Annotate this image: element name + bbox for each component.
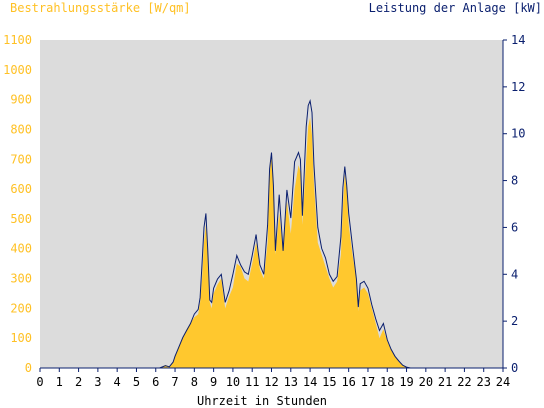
y-right-tick-label: 14 — [511, 33, 525, 47]
x-tick-label: 12 — [264, 375, 278, 389]
y-left-tick-label: 100 — [10, 331, 32, 345]
y-left-tick-label: 900 — [10, 93, 32, 107]
x-tick-label: 11 — [245, 375, 259, 389]
x-tick-label: 20 — [419, 375, 433, 389]
x-tick-label: 2 — [75, 375, 82, 389]
left-axis-label: Bestrahlungsstärke [W/qm] — [10, 1, 191, 15]
x-tick-label: 10 — [226, 375, 240, 389]
x-tick-label: 18 — [380, 375, 394, 389]
y-right-tick-label: 2 — [511, 314, 518, 328]
x-tick-label: 23 — [476, 375, 490, 389]
x-tick-label: 21 — [438, 375, 452, 389]
y-left-tick-label: 0 — [25, 361, 32, 375]
y-left-tick-label: 700 — [10, 152, 32, 166]
x-tick-label: 16 — [341, 375, 355, 389]
x-tick-label: 5 — [133, 375, 140, 389]
y-left-tick-label: 200 — [10, 301, 32, 315]
y-left-tick-label: 600 — [10, 182, 32, 196]
irradiance-area — [40, 117, 503, 368]
y-left-tick-label: 800 — [10, 122, 32, 136]
x-tick-label: 3 — [94, 375, 101, 389]
x-tick-label: 24 — [496, 375, 510, 389]
y-left-tick-label: 300 — [10, 272, 32, 286]
x-tick-label: 8 — [191, 375, 198, 389]
x-axis-label: Uhrzeit in Stunden — [197, 394, 327, 408]
x-tick-label: 17 — [361, 375, 375, 389]
y-left-tick-label: 1100 — [3, 33, 32, 47]
power-line — [40, 99, 503, 369]
y-right-tick-label: 6 — [511, 220, 518, 234]
x-tick-label: 15 — [322, 375, 336, 389]
right-axis-label: Leistung der Anlage [kW] — [369, 1, 542, 15]
y-right-tick-label: 10 — [511, 127, 525, 141]
y-right-tick-label: 0 — [511, 361, 518, 375]
x-tick-label: 14 — [303, 375, 317, 389]
x-tick-label: 0 — [36, 375, 43, 389]
x-tick-label: 13 — [284, 375, 298, 389]
x-tick-label: 7 — [171, 375, 178, 389]
y-left-tick-label: 400 — [10, 242, 32, 256]
x-tick-label: 4 — [114, 375, 121, 389]
x-tick-label: 1 — [56, 375, 63, 389]
y-left-tick-label: 500 — [10, 212, 32, 226]
y-left-tick-label: 1000 — [3, 63, 32, 77]
x-tick-label: 22 — [457, 375, 471, 389]
x-tick-label: 9 — [210, 375, 217, 389]
y-right-tick-label: 12 — [511, 80, 525, 94]
x-tick-label: 19 — [399, 375, 413, 389]
y-right-tick-label: 8 — [511, 174, 518, 188]
x-tick-label: 6 — [152, 375, 159, 389]
y-right-tick-label: 4 — [511, 267, 518, 281]
